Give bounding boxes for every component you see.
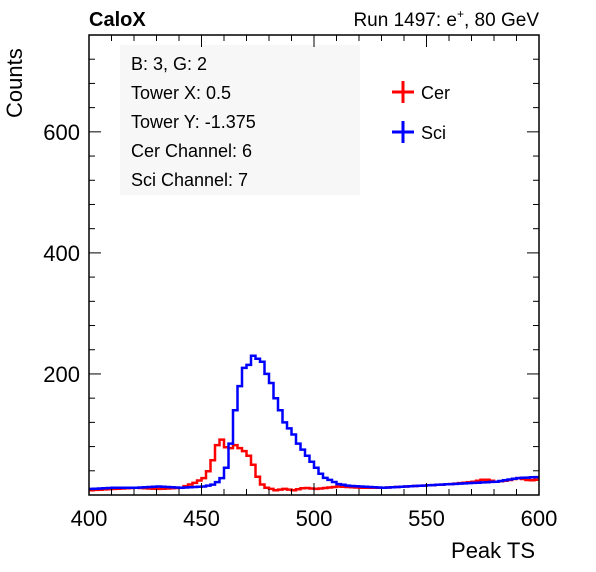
x-tick-label: 600 [521, 506, 558, 531]
y-tick-label: 200 [43, 362, 80, 387]
series-layer [89, 354, 539, 492]
header-brand: CaloX [89, 9, 146, 31]
x-tick-label: 550 [408, 506, 445, 531]
x-tick-label: 500 [296, 506, 333, 531]
y-axis-ticks: 200 400 600 [43, 34, 539, 496]
info-box [120, 45, 360, 195]
y-axis-title: Counts [2, 48, 27, 118]
legend-label: Cer [421, 83, 450, 103]
info-line: B: 3, G: 2 [131, 54, 207, 74]
series-line-sci [89, 354, 539, 491]
info-lines: B: 3, G: 2 Tower X: 0.5 Tower Y: -1.375 Cer… [131, 54, 256, 190]
x-tick-label: 400 [71, 506, 108, 531]
y-tick-label: 600 [43, 120, 80, 145]
legend-label: Sci [421, 123, 446, 143]
info-line: Tower X: 0.5 [131, 83, 231, 103]
y-tick-label: 400 [43, 241, 80, 266]
x-axis-title: Peak TS [451, 538, 535, 563]
x-tick-label: 450 [183, 506, 220, 531]
legend: Cer Sci [392, 81, 450, 143]
info-line: Cer Channel: 6 [131, 141, 252, 161]
x-axis-ticks: 400 450 500 550 600 [71, 35, 558, 531]
info-line: Sci Channel: 7 [131, 170, 248, 190]
header-run-info: Run 1497: e+, 80 GeV [353, 7, 539, 31]
info-line: Tower Y: -1.375 [131, 112, 256, 132]
